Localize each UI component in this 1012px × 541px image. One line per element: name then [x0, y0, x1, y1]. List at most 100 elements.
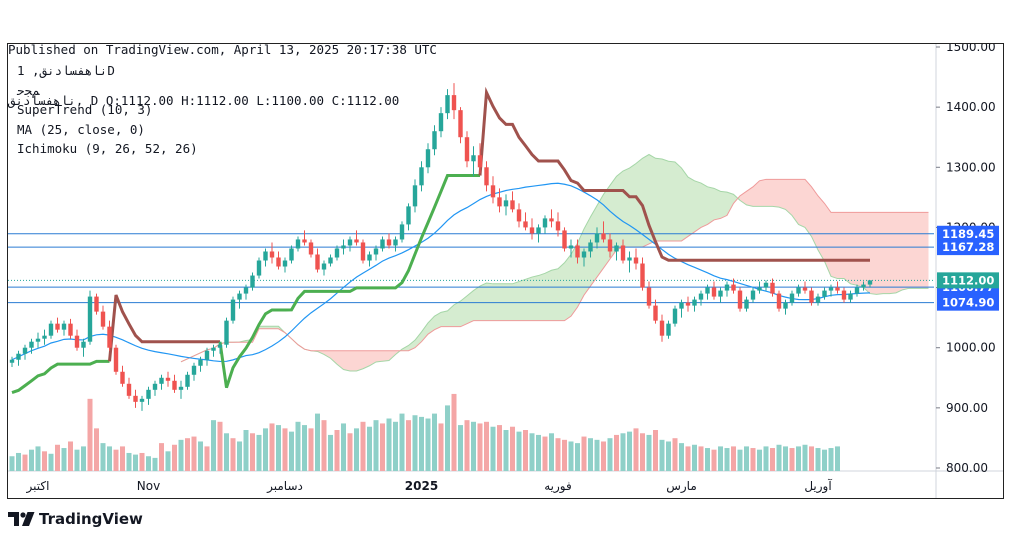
candle-body — [276, 257, 281, 267]
volume-bar — [308, 428, 314, 471]
candle-body — [575, 245, 580, 258]
candle-body — [412, 185, 418, 207]
candle-body — [490, 185, 496, 198]
volume-bar — [399, 413, 405, 471]
volume-bar — [289, 431, 294, 471]
cloud-segment — [324, 350, 331, 359]
candle — [263, 248, 268, 267]
candle — [224, 317, 229, 348]
candle-body — [653, 305, 658, 321]
volume-bar — [139, 452, 145, 471]
volume-bar — [61, 448, 67, 471]
candle — [107, 320, 112, 351]
volume-bar — [555, 438, 561, 471]
candle-body — [718, 290, 723, 297]
candle-body — [477, 155, 483, 168]
legend-volume[interactable]: ﻢﺠﺣ — [17, 82, 40, 98]
cloud-segment — [831, 212, 838, 279]
y-tick-label: 1500.00 — [946, 44, 996, 54]
candle-body — [250, 275, 255, 288]
volume-bar — [347, 433, 353, 471]
candle-body — [796, 287, 801, 294]
candle — [783, 299, 788, 315]
chart-header: Published on TradingView.com, April 13, … — [8, 7, 437, 126]
volume-bar — [757, 449, 762, 471]
volume-bar — [737, 449, 743, 471]
cloud-segment — [649, 154, 656, 244]
volume-bar — [776, 444, 782, 471]
candle — [152, 380, 158, 396]
candle-body — [204, 350, 210, 360]
candle-body — [867, 280, 873, 285]
candle-body — [224, 320, 229, 345]
candle — [315, 248, 320, 273]
supertrend-up-line — [11, 359, 110, 394]
volume-bar — [451, 393, 457, 471]
candle — [393, 236, 398, 252]
candle-body — [627, 257, 632, 261]
volume-bar — [627, 431, 632, 471]
candle-body — [438, 113, 444, 132]
candle — [633, 248, 639, 270]
cloud-segment — [538, 273, 545, 321]
legend-supertrend[interactable]: SuperTrend (10, 3) — [17, 102, 153, 117]
cloud-segment — [428, 316, 435, 335]
candle-body — [724, 284, 730, 291]
chart-canvas[interactable]: 1500.001400.001300.001200.001100.001000.… — [8, 44, 1003, 498]
legend-symbol[interactable]: ناهفسادنق, 1D — [17, 63, 115, 78]
volume-bar — [74, 449, 80, 471]
volume-bar — [412, 415, 418, 471]
cloud-segment — [753, 180, 760, 207]
candle-body — [581, 251, 587, 258]
x-tick-label: مارس — [666, 479, 697, 494]
candle — [250, 272, 255, 291]
tradingview-brand[interactable]: TradingView — [8, 510, 143, 528]
volume-bar — [198, 441, 203, 471]
candle-body — [341, 245, 346, 249]
cloud-segment — [480, 283, 487, 321]
volume-bar — [94, 428, 99, 471]
candle — [237, 290, 242, 309]
volume-bar — [588, 438, 593, 471]
candle — [334, 245, 340, 261]
cloud-segment — [519, 279, 526, 321]
candle-body — [406, 206, 411, 225]
volume-bar — [835, 446, 840, 471]
cloud-segment — [844, 212, 851, 284]
candle — [828, 284, 834, 297]
volume-bar — [802, 444, 808, 471]
cloud-segment — [759, 179, 766, 207]
supertrend-down-line — [478, 86, 870, 262]
cloud-segment — [363, 350, 370, 369]
legend-ma[interactable]: MA (25, close, 0) — [17, 121, 145, 137]
candle — [516, 203, 522, 228]
volume-bar — [315, 413, 320, 471]
legend-ichimoku[interactable]: Ichimoku (9, 26, 52, 26) — [17, 141, 198, 156]
volume-bar — [464, 420, 470, 471]
cloud-segment — [415, 331, 422, 348]
candle-body — [29, 341, 34, 348]
price-level-tag — [937, 239, 999, 256]
candle — [549, 209, 554, 228]
volume-bar — [100, 443, 106, 471]
volume-bar — [659, 439, 665, 471]
candle — [55, 317, 60, 333]
cloud-segment — [512, 281, 519, 321]
ma-line — [11, 182, 871, 363]
cloud-segment — [558, 262, 565, 321]
candle — [419, 161, 424, 192]
candle-body — [74, 335, 80, 348]
y-tick-label: 1300.00 — [946, 160, 996, 174]
cloud-segment — [623, 168, 630, 247]
volume-bar — [815, 448, 821, 471]
cloud-segment — [610, 176, 617, 260]
candle — [685, 296, 691, 312]
candle-body — [841, 290, 847, 300]
volume-bar — [178, 439, 184, 471]
candle-body — [828, 287, 834, 291]
cloud-segment — [850, 212, 857, 286]
chart-frame[interactable]: 1500.001400.001300.001200.001100.001000.… — [7, 43, 1004, 499]
candle-body — [373, 248, 379, 255]
volume-bar — [55, 444, 60, 471]
cloud-segment — [571, 243, 578, 317]
